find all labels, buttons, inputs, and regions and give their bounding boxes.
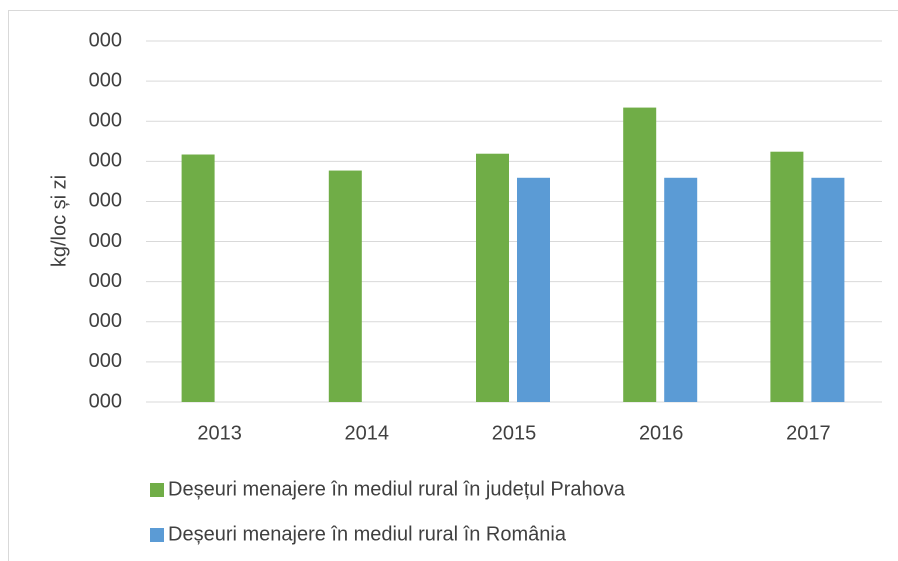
y-tick-label: 000 <box>89 110 122 132</box>
legend-label: Deșeuri menajere în mediul rural în jude… <box>168 478 626 500</box>
bar <box>623 107 657 402</box>
legend-swatch <box>150 483 164 497</box>
bar <box>328 170 362 402</box>
y-tick-label: 000 <box>89 350 122 372</box>
y-tick-label: 000 <box>89 230 122 252</box>
x-tick-label: 2015 <box>492 422 537 444</box>
y-tick-label: 000 <box>89 29 122 51</box>
y-tick-label: 000 <box>89 390 122 412</box>
bar <box>476 153 509 402</box>
bar <box>811 177 845 402</box>
y-axis-title: kg/loc și zi <box>48 175 70 267</box>
x-tick-label: 2013 <box>197 422 242 444</box>
legend-label: Deșeuri menajere în mediul rural în Româ… <box>168 523 567 545</box>
chart-frame <box>8 10 898 561</box>
x-tick-label: 2016 <box>639 422 684 444</box>
y-tick-label: 000 <box>89 150 122 172</box>
bar <box>664 177 698 402</box>
bar <box>517 177 550 402</box>
x-tick-label: 2014 <box>345 422 390 444</box>
legend-swatch <box>150 528 164 542</box>
bar <box>181 154 215 402</box>
bar <box>770 151 804 402</box>
y-tick-label: 000 <box>89 190 122 212</box>
y-tick-label: 000 <box>89 270 122 292</box>
y-tick-label: 000 <box>89 69 122 91</box>
y-tick-label: 000 <box>89 310 122 332</box>
x-tick-label: 2017 <box>786 422 831 444</box>
